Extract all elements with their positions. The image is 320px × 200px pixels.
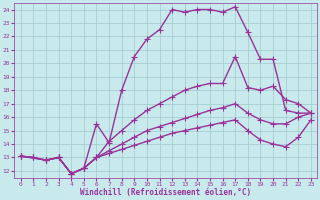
X-axis label: Windchill (Refroidissement éolien,°C): Windchill (Refroidissement éolien,°C) (80, 188, 252, 197)
